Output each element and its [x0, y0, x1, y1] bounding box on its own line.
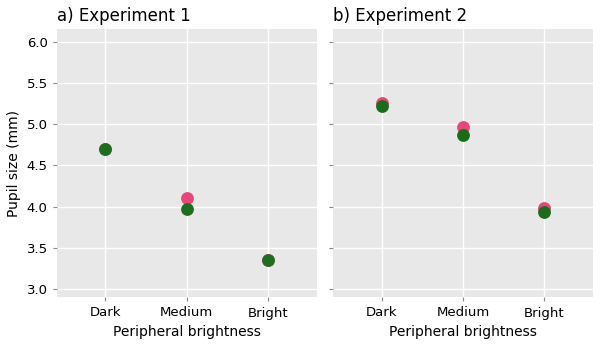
Point	[182, 207, 191, 212]
Point	[458, 132, 468, 138]
Point	[263, 257, 272, 262]
Point	[101, 146, 110, 152]
Point	[458, 124, 468, 129]
Point	[377, 100, 387, 106]
Point	[377, 103, 387, 109]
Text: b) Experiment 2: b) Experiment 2	[333, 7, 467, 25]
X-axis label: Peripheral brightness: Peripheral brightness	[389, 325, 537, 339]
Y-axis label: Pupil size (mm): Pupil size (mm)	[7, 110, 21, 217]
Point	[539, 206, 549, 211]
Point	[539, 210, 549, 215]
Point	[263, 257, 272, 262]
Point	[182, 196, 191, 201]
X-axis label: Peripheral brightness: Peripheral brightness	[113, 325, 260, 339]
Text: a) Experiment 1: a) Experiment 1	[56, 7, 190, 25]
Point	[101, 146, 110, 152]
